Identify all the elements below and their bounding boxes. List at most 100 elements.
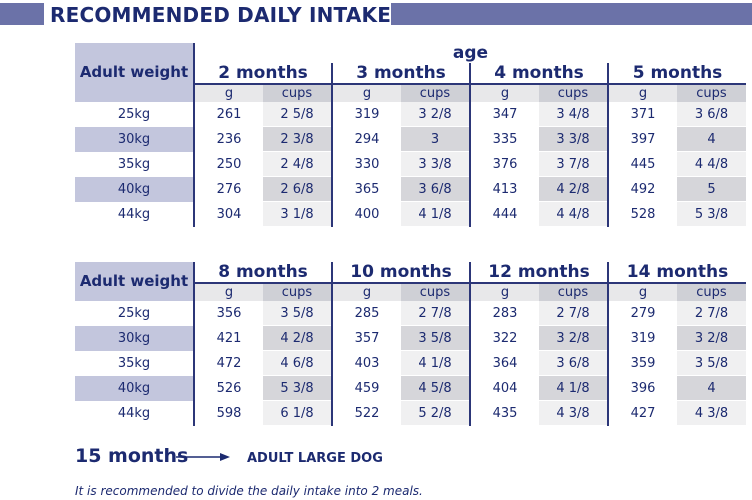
table-row: 35kg 472 4 6/8 403 4 1/8 364 3 6/8 359 3 5/8 <box>75 350 746 376</box>
cups-cell: 3 2/8 <box>401 102 470 127</box>
table-row: 25kg 261 2 5/8 319 3 2/8 347 3 4/8 371 3 6/8 <box>75 102 746 127</box>
grams-cell: 526 <box>194 375 263 401</box>
month-header: 14 months <box>607 262 746 284</box>
grams-cell: 421 <box>194 325 263 351</box>
cups-cell: 5 2/8 <box>401 400 470 426</box>
grams-cell: 445 <box>607 151 677 177</box>
unit-cups: cups <box>263 84 332 102</box>
month-header: 8 months <box>194 262 332 284</box>
cups-cell: 3 <box>401 126 470 152</box>
arrow-right-icon <box>176 453 230 461</box>
cups-cell: 3 6/8 <box>539 350 608 376</box>
grams-cell: 356 <box>194 301 263 326</box>
table-row: 44kg 598 6 1/8 522 5 2/8 435 4 3/8 427 4 3/8 <box>75 400 746 426</box>
grams-cell: 319 <box>607 325 677 351</box>
weight-cell: 40kg <box>75 176 195 202</box>
weight-cell: 40kg <box>75 375 195 401</box>
weight-cell: 35kg <box>75 151 195 177</box>
age-label: age <box>452 43 489 63</box>
age-15-months: 15 months <box>75 445 189 467</box>
cups-cell: 6 1/8 <box>263 400 332 426</box>
grams-cell: 304 <box>194 201 263 227</box>
unit-cups: cups <box>401 283 470 301</box>
grams-cell: 376 <box>469 151 539 177</box>
grams-cell: 276 <box>194 176 263 202</box>
grams-cell: 236 <box>194 126 263 152</box>
cups-cell: 3 1/8 <box>263 201 332 227</box>
weight-cell: 44kg <box>75 201 195 227</box>
grams-cell: 371 <box>607 102 677 127</box>
cups-cell: 3 6/8 <box>401 176 470 202</box>
grams-cell: 400 <box>331 201 401 227</box>
cups-cell: 5 3/8 <box>263 375 332 401</box>
weight-cell: 25kg <box>75 102 195 127</box>
month-header: 4 months <box>469 63 608 85</box>
grams-cell: 319 <box>331 102 401 127</box>
unit-cups: cups <box>677 283 746 301</box>
weight-cell: 30kg <box>75 126 195 152</box>
cups-cell: 4 1/8 <box>401 201 470 227</box>
grams-cell: 472 <box>194 350 263 376</box>
unit-g: g <box>607 283 677 301</box>
cups-cell: 2 5/8 <box>263 102 332 127</box>
table-row: 40kg 276 2 6/8 365 3 6/8 413 4 2/8 492 5 <box>75 176 746 202</box>
page-title: RECOMMENDED DAILY INTAKE <box>50 3 392 27</box>
unit-g: g <box>331 283 401 301</box>
grams-cell: 359 <box>607 350 677 376</box>
unit-cups: cups <box>539 84 608 102</box>
grams-cell: 250 <box>194 151 263 177</box>
adult-large-dog-label: ADULT LARGE DOG <box>247 451 383 466</box>
grams-cell: 435 <box>469 400 539 426</box>
unit-header-row: g cups g cups g cups g cups <box>75 283 746 301</box>
cups-cell: 4 2/8 <box>263 325 332 351</box>
cups-cell: 3 5/8 <box>401 325 470 351</box>
grams-cell: 413 <box>469 176 539 202</box>
month-header: 10 months <box>331 262 470 284</box>
grams-cell: 322 <box>469 325 539 351</box>
table-row: 30kg 421 4 2/8 357 3 5/8 322 3 2/8 319 3 2/8 <box>75 325 746 351</box>
cups-cell: 3 5/8 <box>263 301 332 326</box>
cups-cell: 2 7/8 <box>539 301 608 326</box>
cups-cell: 3 4/8 <box>539 102 608 127</box>
grams-cell: 404 <box>469 375 539 401</box>
cups-cell: 3 7/8 <box>539 151 608 177</box>
month-header-row: 2 months 3 months 4 months 5 months <box>75 63 746 85</box>
table-row: 25kg 356 3 5/8 285 2 7/8 283 2 7/8 279 2 7/8 <box>75 301 746 326</box>
table-row: 30kg 236 2 3/8 294 3 335 3 3/8 397 4 <box>75 126 746 152</box>
grams-cell: 403 <box>331 350 401 376</box>
adult-weight-header: Adult weight <box>75 262 195 301</box>
weight-cell: 25kg <box>75 301 195 326</box>
adult-weight-header: Adult weight <box>75 43 195 102</box>
grams-cell: 335 <box>469 126 539 152</box>
grams-cell: 396 <box>607 375 677 401</box>
grams-cell: 365 <box>331 176 401 202</box>
grams-cell: 522 <box>331 400 401 426</box>
cups-cell: 3 3/8 <box>401 151 470 177</box>
unit-cups: cups <box>539 283 608 301</box>
table-row: 40kg 526 5 3/8 459 4 5/8 404 4 1/8 396 4 <box>75 375 746 401</box>
cups-cell: 3 3/8 <box>539 126 608 152</box>
cups-cell: 2 7/8 <box>401 301 470 326</box>
table-row: 35kg 250 2 4/8 330 3 3/8 376 3 7/8 445 4 4/8 <box>75 151 746 177</box>
grams-cell: 261 <box>194 102 263 127</box>
header-band-right <box>391 3 752 25</box>
cups-cell: 4 4/8 <box>539 201 608 227</box>
month-header: 12 months <box>469 262 608 284</box>
cups-cell: 4 3/8 <box>677 400 746 426</box>
feeding-note: It is recommended to divide the daily in… <box>75 484 423 498</box>
month-header: 2 months <box>194 63 332 85</box>
cups-cell: 3 5/8 <box>677 350 746 376</box>
weight-cell: 44kg <box>75 400 195 426</box>
grams-cell: 459 <box>331 375 401 401</box>
month-header: 3 months <box>331 63 470 85</box>
unit-g: g <box>469 283 539 301</box>
grams-cell: 427 <box>607 400 677 426</box>
cups-cell: 2 7/8 <box>677 301 746 326</box>
cups-cell: 3 2/8 <box>677 325 746 351</box>
grams-cell: 285 <box>331 301 401 326</box>
header-band-left <box>0 3 44 25</box>
unit-g: g <box>194 84 263 102</box>
intake-table-puppy: Adult weight age 2 months 3 months 4 mon… <box>75 43 746 227</box>
grams-cell: 528 <box>607 201 677 227</box>
unit-g: g <box>331 84 401 102</box>
